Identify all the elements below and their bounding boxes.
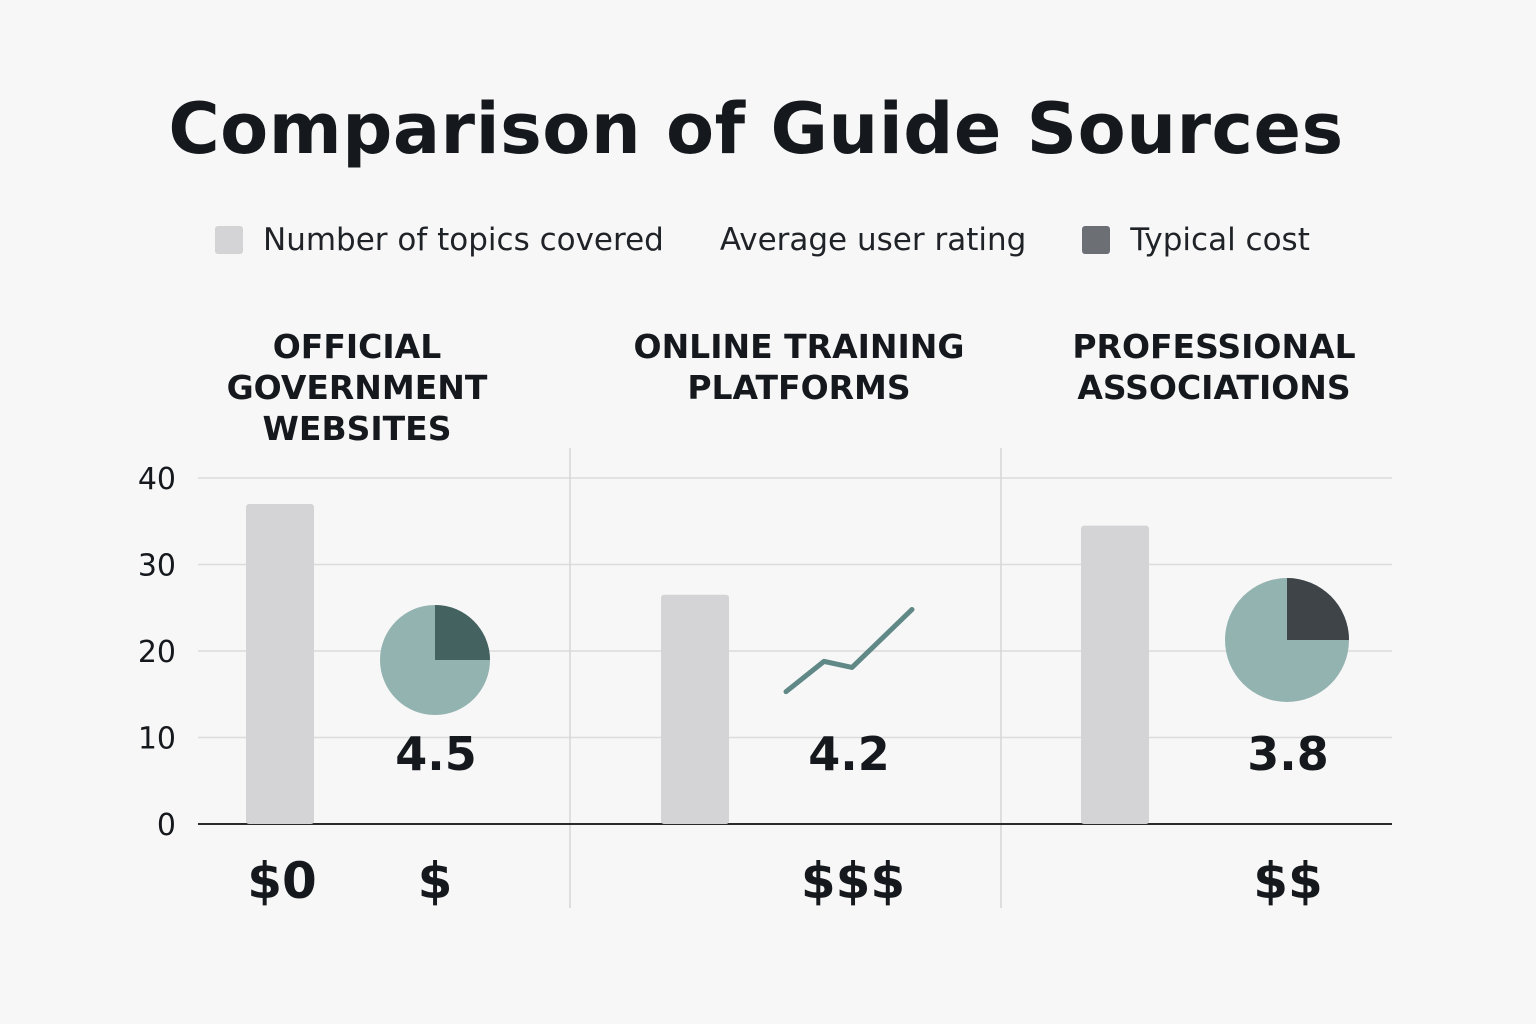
legend-label-cost: Typical cost <box>1130 222 1310 258</box>
group-title-line: ONLINE TRAINING <box>634 327 965 366</box>
legend-swatch-topics <box>215 226 243 254</box>
y-tick-label: 30 <box>138 549 176 584</box>
y-tick-label: 10 <box>138 722 176 757</box>
rating-value-label: 4.2 <box>808 727 890 781</box>
legend-label-rating: Average user rating <box>719 222 1027 258</box>
cost-label: $$ <box>1253 852 1323 910</box>
legend-swatch-cost <box>1082 226 1111 254</box>
y-tick-label: 0 <box>157 808 176 843</box>
group-title-line: WEBSITES <box>263 409 452 448</box>
rating-pie-slice <box>435 605 490 660</box>
y-tick-label: 40 <box>138 462 176 497</box>
cost-label: $ <box>418 852 453 910</box>
rating-value-label: 4.5 <box>395 727 477 781</box>
group-title-line: PROFESSIONAL <box>1072 327 1355 366</box>
legend: Number of topics covered Average user ra… <box>215 218 1366 262</box>
topics-bar <box>661 594 729 824</box>
group-title-line: GOVERNMENT <box>227 368 488 407</box>
topics-bar <box>1081 525 1149 824</box>
group-title-line: ASSOCIATIONS <box>1077 368 1350 407</box>
cost-label: $$$ <box>801 852 905 910</box>
cost-label: $0 <box>247 852 317 910</box>
rating-value-label: 3.8 <box>1247 727 1329 781</box>
rating-trend-line <box>783 606 915 695</box>
y-tick-label: 20 <box>138 635 176 670</box>
legend-item-rating: Average user rating <box>720 222 1026 258</box>
legend-item-topics: Number of topics covered <box>215 222 664 258</box>
topics-bar <box>246 503 314 824</box>
legend-item-cost: Typical cost <box>1082 222 1310 258</box>
legend-label-topics: Number of topics covered <box>263 222 664 258</box>
rating-pie-slice <box>1287 578 1349 640</box>
group-title-line: PLATFORMS <box>687 368 910 407</box>
group-title-line: OFFICIAL <box>273 327 441 366</box>
chart-title: Comparison of Guide Sources <box>168 88 1344 170</box>
